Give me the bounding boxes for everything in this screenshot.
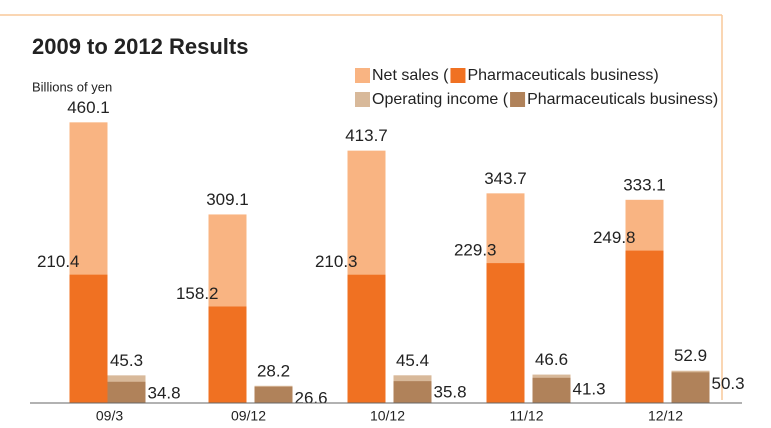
data-label: 45.4 [396, 351, 429, 370]
bar [347, 274, 386, 403]
legend-swatch [355, 68, 370, 83]
bar [625, 250, 664, 403]
legend-swatch [355, 92, 370, 107]
data-label: 343.7 [484, 169, 527, 188]
data-label: 210.3 [315, 252, 358, 271]
data-label: 52.9 [674, 346, 707, 365]
bar [532, 377, 571, 403]
data-label: 249.8 [593, 228, 636, 247]
x-tick-label: 12/12 [648, 408, 683, 424]
legend-label: Pharmaceuticals business) [467, 67, 658, 84]
legend-label: Operating income ( [372, 91, 509, 108]
x-tick-label: 11/12 [510, 408, 544, 424]
data-label: 50.3 [712, 374, 745, 393]
bar [486, 263, 525, 403]
data-label: 34.8 [148, 383, 181, 402]
legend-label: Pharmaceuticals business) [527, 91, 718, 108]
x-tick-label: 10/12 [370, 408, 405, 424]
data-label: 158.2 [176, 284, 219, 303]
bar [107, 381, 146, 403]
bar [69, 274, 108, 403]
data-label: 210.4 [37, 252, 80, 271]
data-label: 45.3 [110, 351, 143, 370]
chart-title: 2009 to 2012 Results [32, 34, 248, 59]
y-axis-label: Billions of yen [32, 79, 112, 94]
x-tick-label: 09/12 [231, 408, 266, 424]
bar [254, 386, 293, 403]
legend-swatch [450, 68, 466, 83]
data-label: 229.3 [454, 241, 497, 260]
data-label: 460.1 [67, 98, 110, 117]
data-label: 41.3 [573, 379, 606, 398]
bar [393, 381, 432, 403]
data-label: 413.7 [345, 126, 388, 145]
x-tick-label: 09/3 [96, 408, 123, 424]
legend-label: Net sales ( [372, 67, 449, 84]
data-label: 46.6 [535, 350, 568, 369]
legend-swatch [510, 92, 526, 107]
bar [208, 306, 247, 403]
data-label: 333.1 [623, 175, 666, 194]
data-label: 309.1 [206, 190, 249, 209]
data-label: 26.6 [295, 388, 328, 407]
data-label: 28.2 [257, 361, 290, 380]
bar [671, 372, 710, 403]
data-label: 35.8 [434, 383, 467, 402]
